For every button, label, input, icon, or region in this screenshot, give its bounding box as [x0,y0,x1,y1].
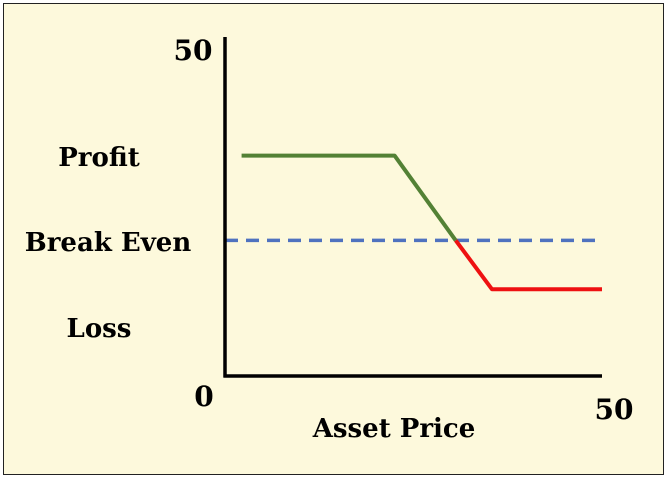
payoff-chart: 50 0 50 Asset Price Profit Break Even Lo… [25,34,634,444]
loss-region-label: Loss [67,314,132,344]
profit-region-label: Profit [58,143,140,173]
x-tick-label-origin: 0 [194,380,213,413]
x-axis-label: Asset Price [312,414,476,444]
x-tick-label-end: 50 [595,393,634,426]
chart-marks [225,153,602,292]
y-tick-label: 50 [174,34,213,67]
payoff-line-loss [454,239,602,292]
chart-frame: 50 0 50 Asset Price Profit Break Even Lo… [3,3,664,475]
payoff-line-profit [241,153,458,242]
break-even-label: Break Even [25,228,192,258]
